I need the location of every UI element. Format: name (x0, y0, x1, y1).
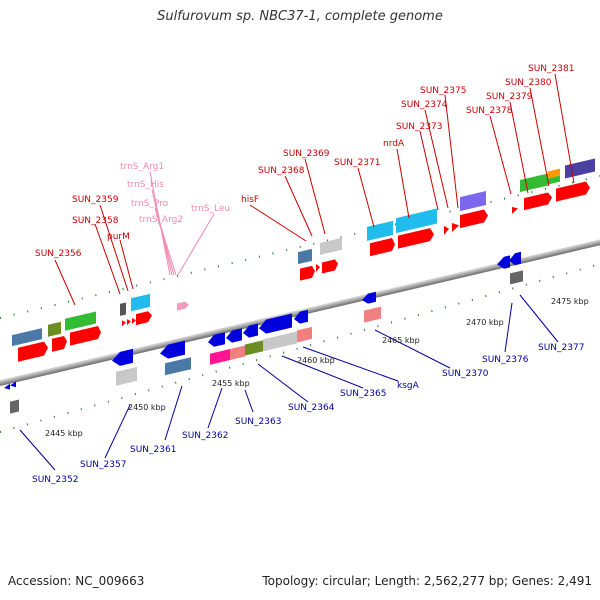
leader-lines-red (54, 73, 575, 306)
gene-label: SUN_2356 (35, 249, 82, 259)
gene-label: SUN_2375 (420, 86, 466, 96)
gene-label: SUN_2364 (288, 403, 335, 413)
leader-lines-blue (19, 294, 559, 471)
kbp-tick: 2450 kbp (128, 403, 166, 412)
gene-label: SUN_2365 (340, 389, 386, 399)
kbp-tick: 2460 kbp (297, 356, 335, 365)
gene-label: SUN_2359 (72, 195, 119, 205)
trna-label: trnS_Pro (131, 199, 169, 209)
leader-lines-pink (149, 171, 215, 276)
upper-genes[interactable] (12, 158, 595, 363)
gene-label: SUN_2370 (442, 369, 489, 379)
kbp-tick: 2465 kbp (382, 336, 420, 345)
gene-label: SUN_2378 (466, 106, 513, 116)
gene-label: SUN_2376 (482, 355, 529, 365)
gene-label: purM (107, 232, 130, 242)
gene-label: SUN_2371 (334, 158, 380, 168)
gene-label: SUN_2368 (258, 166, 305, 176)
gene-label: SUN_2373 (396, 122, 442, 132)
lower-genes[interactable] (4, 251, 523, 415)
gene-label: SUN_2369 (283, 149, 330, 159)
trna-labels: trnS_Arg1 trnS_His trnS_Pro trnS_Arg2 tr… (120, 162, 230, 225)
kbp-tick: 2475 kbp (551, 297, 589, 306)
kbp-tick: 2455 kbp (212, 379, 250, 388)
gene-label: SUN_2352 (32, 475, 78, 485)
gene-label: SUN_2379 (486, 92, 533, 102)
kbp-ticks: 2445 kbp 2450 kbp 2455 kbp 2460 kbp 2465… (45, 297, 589, 438)
figure-title: Sulfurovum sp. NBC37-1, complete genome (157, 9, 443, 24)
gene-label: SUN_2381 (528, 64, 574, 74)
gene-label: SUN_2362 (182, 431, 228, 441)
dotted-guides (0, 175, 600, 433)
genome-summary-text: Topology: circular; Length: 2,562,277 bp… (262, 574, 592, 588)
top-gene-labels: SUN_2356 SUN_2358 SUN_2359 purM hisF SUN… (35, 64, 574, 259)
bottom-gene-labels: SUN_2352 SUN_2357 SUN_2361 SUN_2362 SUN_… (32, 343, 584, 485)
kbp-tick: 2445 kbp (45, 429, 83, 438)
gene-label: ksgA (397, 381, 420, 391)
trna-label: trnS_Leu (191, 204, 230, 214)
trna-label: trnS_His (127, 180, 164, 190)
trna-label: trnS_Arg1 (120, 162, 164, 172)
gene-label: SUN_2357 (80, 460, 126, 470)
trna-label: trnS_Arg2 (139, 215, 183, 225)
gene-label: nrdA (383, 139, 405, 149)
gene-label: SUN_2358 (72, 216, 119, 226)
gene-label: SUN_2380 (505, 78, 552, 88)
accession-text: Accession: NC_009663 (8, 574, 145, 588)
kbp-tick: 2470 kbp (466, 318, 504, 327)
gene-label: SUN_2361 (130, 445, 176, 455)
gene-label: SUN_2374 (401, 100, 448, 110)
gene-label: hisF (241, 195, 259, 205)
gene-label: SUN_2363 (235, 417, 281, 427)
gene-label: SUN_2377 (538, 343, 584, 353)
